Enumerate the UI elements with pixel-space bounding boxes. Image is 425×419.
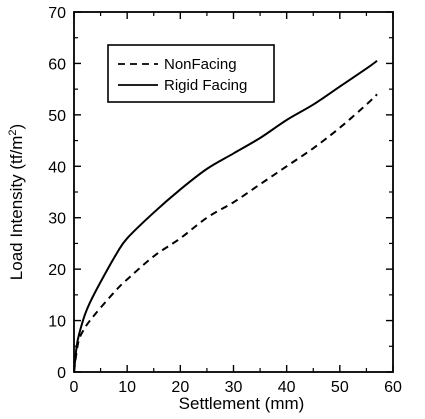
legend: NonFacing Rigid Facing bbox=[107, 44, 275, 103]
y-tick-label: 0 bbox=[57, 365, 66, 382]
x-tick-label: 60 bbox=[384, 379, 402, 396]
y-tick-label: 50 bbox=[48, 108, 66, 125]
series-line-nonfacing bbox=[73, 93, 378, 373]
y-tick-label: 30 bbox=[48, 211, 66, 228]
x-tick-label: 20 bbox=[171, 379, 189, 396]
y-axis-label-superscript: 2 bbox=[7, 129, 19, 135]
x-tick-label: 30 bbox=[225, 379, 243, 396]
y-tick-label: 70 bbox=[48, 5, 66, 22]
x-tick-label: 40 bbox=[278, 379, 296, 396]
legend-label-nonfacing: NonFacing bbox=[164, 56, 237, 73]
legend-box bbox=[107, 44, 275, 103]
legend-label-rigid-facing: Rigid Facing bbox=[164, 77, 247, 94]
y-axis-label-main: Load Intensity (tf/m bbox=[7, 136, 26, 281]
series-lines bbox=[73, 60, 378, 373]
y-axis-label: Load Intensity (tf/m2) bbox=[7, 124, 26, 280]
y-tick-label: 40 bbox=[48, 159, 66, 176]
y-tick-label: 10 bbox=[48, 314, 66, 331]
x-axis-label: Settlement (mm) bbox=[179, 394, 305, 413]
y-tick-label: 60 bbox=[48, 56, 66, 73]
series-line-rigid-facing bbox=[73, 60, 378, 373]
x-tick-label: 10 bbox=[118, 379, 136, 396]
ticks: 0 10 20 30 40 50 60 0 10 20 30 40 50 60 70 bbox=[48, 5, 402, 396]
x-tick-label: 50 bbox=[331, 379, 349, 396]
y-tick-label: 20 bbox=[48, 262, 66, 279]
x-tick-label: 0 bbox=[70, 379, 79, 396]
y-axis-label-suffix: ) bbox=[7, 124, 26, 130]
